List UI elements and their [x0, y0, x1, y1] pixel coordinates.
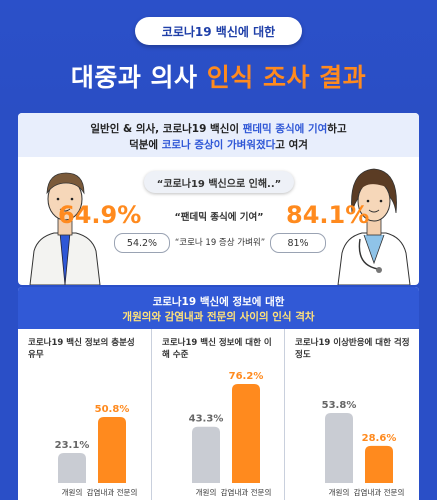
category-label: 개원의 — [196, 487, 217, 497]
page-title: 대중과 의사 인식 조사 결과 — [0, 58, 437, 94]
doctor-illustration-icon — [337, 168, 411, 285]
chart-1: 23.1% 개원의 50.8% 감염내과 전문의 — [55, 404, 138, 497]
category-label: 개원의 — [62, 487, 83, 497]
bar-gp — [192, 426, 220, 483]
quote-pill: “코로나19 백신으로 인해..” — [144, 171, 294, 193]
chart-2-title: 코로나19 백신 정보에 대한 이해 수준 — [162, 338, 272, 360]
value-label: 28.6% — [362, 433, 397, 444]
stat1-label: “팬데믹 종식에 기여” — [174, 212, 264, 223]
chart-column-2: 코로나19 백신 정보에 대한 이해 수준 43.3% 개원의 76.2% 감염내과 … — [151, 329, 285, 500]
stat1-public-value: 64.9% — [58, 201, 142, 229]
summary-line-2: 덕분에 코로나 증상이 가벼워졌다고 여겨 — [18, 137, 419, 152]
category-label: 감염내과 전문의 — [354, 487, 405, 497]
summary-line-1-tail: 하고 — [327, 123, 347, 135]
chart-column-3: 코로나19 이상반응에 대한 걱정 정도 53.8% 개원의 28.6% 감염내과 전… — [284, 329, 419, 500]
summary-line-2-text: 덕분에 — [129, 139, 159, 151]
bar-id-specialist — [232, 383, 260, 483]
topic-pill: 코로나19 백신에 대한 — [135, 17, 302, 45]
public-vs-doctor-panel: 일반인 & 의사, 코로나19 백신이 팬데믹 종식에 기여하고 덕분에 코로나… — [18, 113, 419, 285]
panel1-summary: 일반인 & 의사, 코로나19 백신이 팬데믹 종식에 기여하고 덕분에 코로나… — [18, 113, 419, 157]
title-main: 대중과 의사 — [70, 63, 198, 92]
value-label: 23.1% — [55, 440, 90, 451]
stat1-doctor-value: 84.1% — [286, 201, 370, 229]
value-label: 53.8% — [322, 400, 357, 411]
title-accent: 인식 조사 결과 — [206, 63, 367, 92]
doctor-gap-panel: 코로나19 백신에 정보에 대한 개원의와 감염내과 전문의 사이의 인식 격차… — [18, 287, 419, 500]
man-illustration-icon — [29, 172, 101, 285]
stat2-label: “코로나 19 증상 가벼워” — [174, 238, 266, 248]
stat2-doctor-value: 81% — [270, 233, 326, 253]
category-label: 감염내과 전문의 — [87, 487, 138, 497]
summary-line-2-tail: 고 여겨 — [275, 139, 308, 151]
chart-3: 53.8% 개원의 28.6% 감염내과 전문의 — [322, 400, 405, 497]
summary-line-1-highlight: 팬데믹 종식에 기여 — [242, 123, 328, 135]
value-label: 50.8% — [95, 404, 130, 415]
stat2-public-value: 54.2% — [114, 233, 170, 253]
chart-3-title: 코로나19 이상반응에 대한 걱정 정도 — [295, 338, 410, 360]
summary-line-1-text: 일반인 & 의사, 코로나19 백신이 — [90, 123, 240, 135]
category-label: 감염내과 전문의 — [221, 487, 272, 497]
bar-id-specialist — [365, 445, 393, 483]
value-label: 76.2% — [229, 371, 264, 382]
bar-id-specialist — [98, 416, 126, 483]
panel2-header-line-1: 코로나19 백신에 정보에 대한 — [152, 296, 285, 308]
chart-1-title: 코로나19 백신 정보의 충분성 유무 — [28, 338, 135, 360]
value-label: 43.3% — [189, 414, 224, 425]
panel2-header: 코로나19 백신에 정보에 대한 개원의와 감염내과 전문의 사이의 인식 격차 — [18, 287, 419, 329]
bar-gp — [325, 413, 353, 483]
bar-gp — [58, 452, 86, 483]
summary-line-1: 일반인 & 의사, 코로나19 백신이 팬데믹 종식에 기여하고 — [18, 121, 419, 136]
category-label: 개원의 — [329, 487, 350, 497]
chart-2: 43.3% 개원의 76.2% 감염내과 전문의 — [189, 371, 272, 497]
chart-column-1: 코로나19 백신 정보의 충분성 유무 23.1% 개원의 50.8% 감염내과 전문… — [18, 329, 151, 500]
summary-line-2-highlight: 코로나 증상이 가벼워졌다 — [161, 139, 276, 151]
panel2-header-line-2: 개원의와 감염내과 전문의 사이의 인식 격차 — [122, 311, 315, 323]
